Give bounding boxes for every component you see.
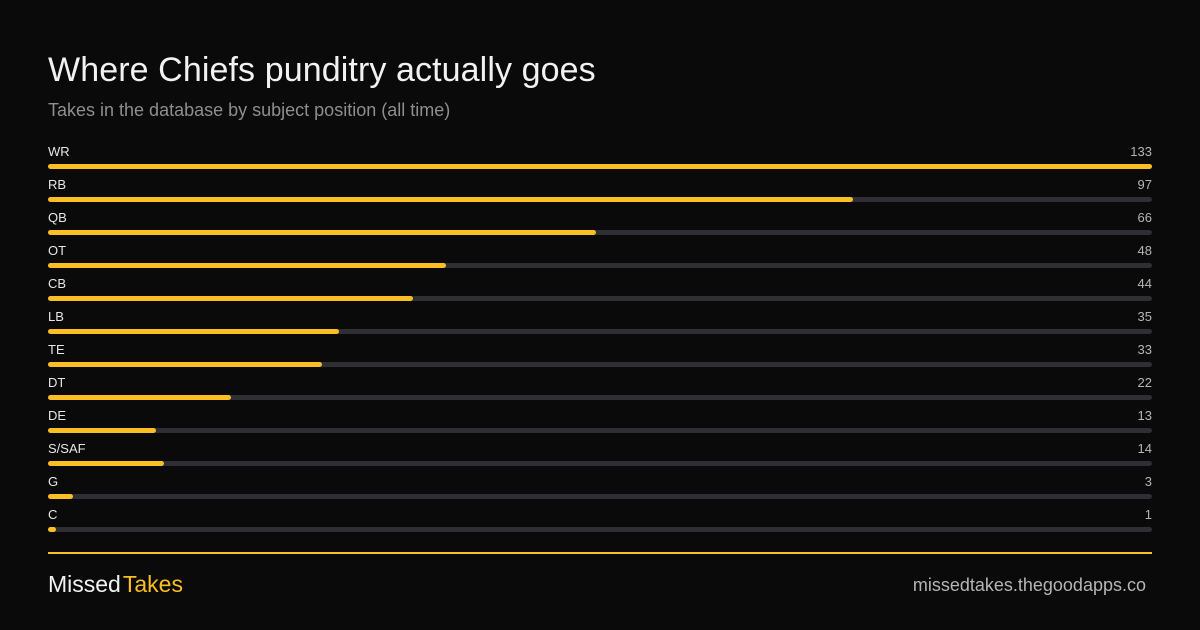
- bar: [48, 527, 57, 532]
- bar-track: [48, 395, 1152, 400]
- bar: [48, 461, 165, 466]
- bar-track: [48, 527, 1152, 532]
- value-label: 14: [1137, 441, 1152, 456]
- bar-row: S/SAF 14: [48, 440, 1152, 473]
- bar-track: [48, 263, 1152, 268]
- value-label: 66: [1137, 210, 1152, 225]
- bar-chart: WR 133 RB 97 QB 66 OT 48 CB 44 LB 35 TE 33 DT 22 DE 13 S/S…: [48, 143, 1152, 539]
- bar-track: [48, 197, 1152, 202]
- value-label: 48: [1137, 243, 1152, 258]
- bar-track: [48, 230, 1152, 235]
- value-label: 97: [1137, 177, 1152, 192]
- bar: [48, 230, 596, 235]
- brand-name-part2: Takes: [122, 571, 183, 597]
- bar-track: [48, 296, 1152, 301]
- bar-row: TE 33: [48, 341, 1152, 374]
- category-label: S/SAF: [48, 441, 86, 456]
- bar-track: [48, 164, 1152, 169]
- chart-subtitle: Takes in the database by subject positio…: [48, 100, 451, 120]
- bar-row: OT 48: [48, 242, 1152, 275]
- category-label: G: [48, 474, 59, 489]
- value-label: 44: [1137, 276, 1152, 291]
- value-label: 22: [1137, 375, 1152, 390]
- bar: [48, 362, 322, 367]
- value-label: 13: [1137, 408, 1152, 423]
- category-label: RB: [48, 177, 67, 192]
- category-label: QB: [48, 210, 67, 225]
- bar: [48, 296, 414, 301]
- footer-divider: [48, 552, 1152, 554]
- category-label: DT: [48, 375, 66, 390]
- bar: [48, 164, 1152, 169]
- category-label: LB: [48, 309, 64, 324]
- bar-track: [48, 494, 1152, 499]
- category-label: TE: [48, 342, 65, 357]
- site-url: missedtakes.thegoodapps.co: [912, 575, 1146, 595]
- bar-row: LB 35: [48, 308, 1152, 341]
- category-label: OT: [48, 243, 67, 258]
- category-label: C: [48, 507, 58, 522]
- category-label: DE: [48, 408, 67, 423]
- bar-track: [48, 362, 1152, 367]
- brand-logo: MissedTakes: [48, 570, 183, 598]
- value-label: 35: [1137, 309, 1152, 324]
- bar: [48, 329, 339, 334]
- value-label: 3: [1144, 474, 1152, 489]
- bar: [48, 395, 231, 400]
- value-label: 133: [1130, 144, 1152, 159]
- chart-title: Where Chiefs punditry actually goes: [48, 51, 596, 89]
- value-label: 1: [1144, 507, 1152, 522]
- bar-row: DE 13: [48, 407, 1152, 440]
- bar-row: RB 97: [48, 176, 1152, 209]
- bar: [48, 197, 854, 202]
- value-label: 33: [1137, 342, 1152, 357]
- bar-row: DT 22: [48, 374, 1152, 407]
- bar-row: WR 133: [48, 143, 1152, 176]
- category-label: WR: [48, 144, 70, 159]
- bar-row: CB 44: [48, 275, 1152, 308]
- bar: [48, 428, 156, 433]
- bar: [48, 263, 447, 268]
- bar: [48, 494, 73, 499]
- bar-track: [48, 329, 1152, 334]
- bar-track: [48, 428, 1152, 433]
- bar-track: [48, 461, 1152, 466]
- brand-name-part1: Missed: [48, 571, 121, 597]
- category-label: CB: [48, 276, 67, 291]
- bar-row: QB 66: [48, 209, 1152, 242]
